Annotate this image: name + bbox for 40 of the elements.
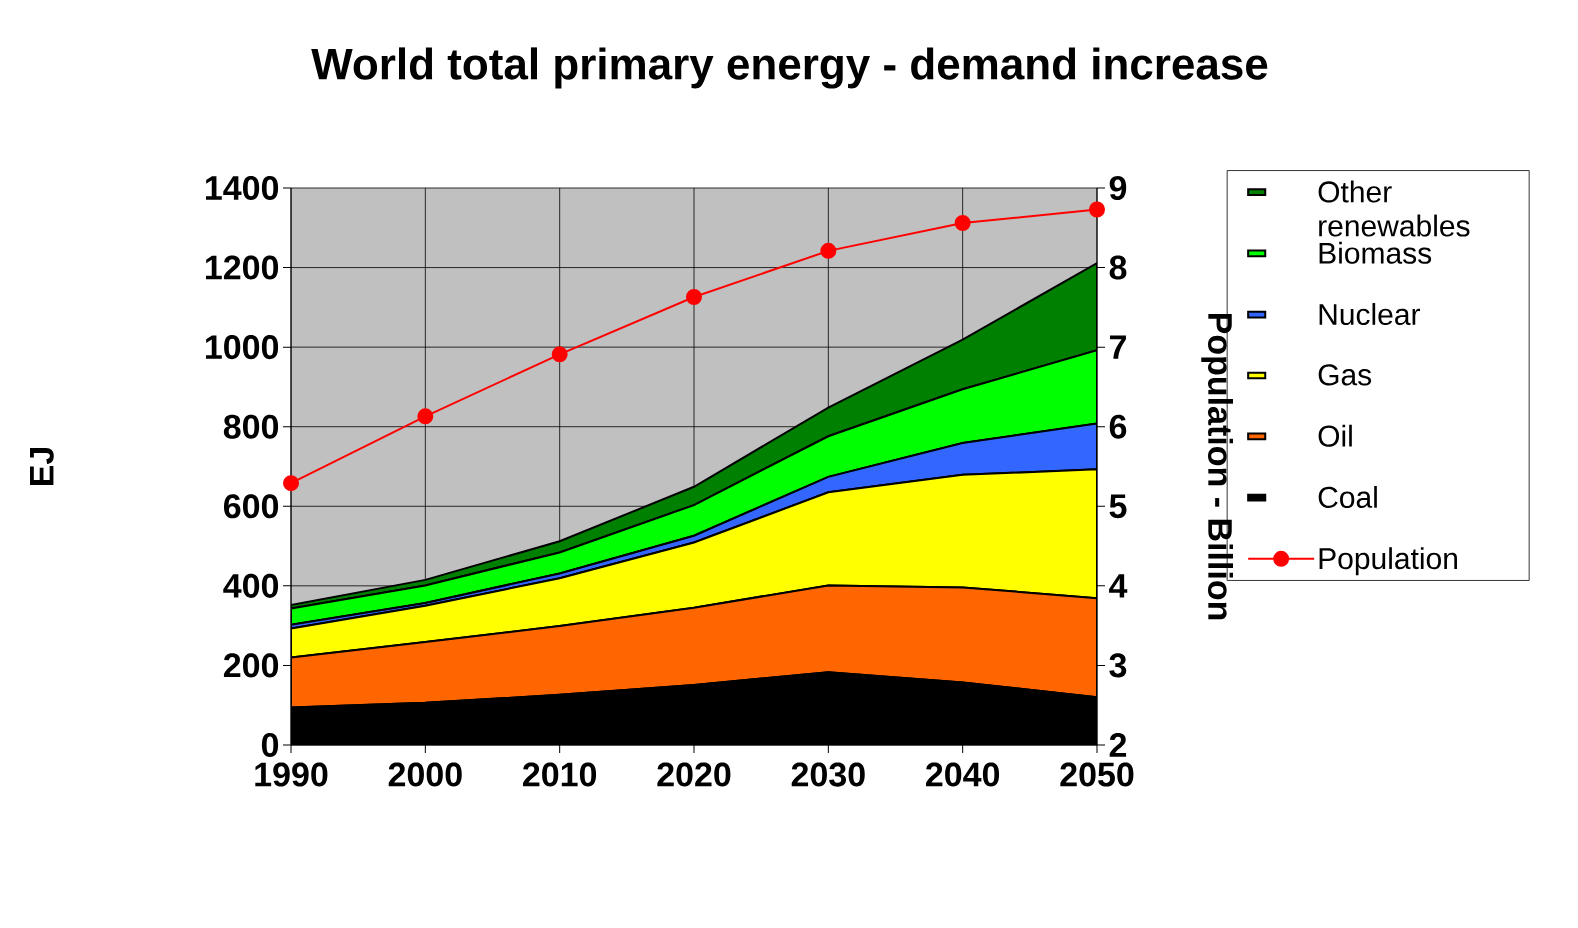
x-tick-label: 1990 bbox=[255, 762, 328, 787]
y2-tick-label: 7 bbox=[1109, 335, 1126, 359]
y2-tick-label: 4 bbox=[1109, 574, 1128, 598]
point bbox=[686, 289, 703, 306]
point bbox=[1089, 201, 1106, 218]
y2-tick-label: 5 bbox=[1109, 494, 1127, 519]
y2-tick-label: 8 bbox=[1109, 255, 1127, 280]
point bbox=[283, 475, 300, 492]
y-tick-label: 0 bbox=[261, 732, 279, 758]
legend-label: Population bbox=[1319, 547, 1457, 576]
legend-label: Other renewables bbox=[1318, 180, 1470, 237]
x-tick-label: 2040 bbox=[926, 762, 1000, 787]
y2-tick-label: 3 bbox=[1109, 653, 1127, 678]
y2-tick-label: 6 bbox=[1109, 414, 1127, 439]
legend-label: Nuclear bbox=[1319, 303, 1421, 326]
y2-axis-title: Population - Billion bbox=[1201, 313, 1233, 620]
x-tick-label: 2010 bbox=[523, 762, 597, 787]
y-tick-label: 1000 bbox=[205, 335, 279, 360]
x-tick-label: 2020 bbox=[657, 762, 731, 787]
legend-label: Gas bbox=[1318, 364, 1372, 386]
y-tick-label: 1400 bbox=[205, 175, 279, 201]
legend-label: Coal bbox=[1318, 485, 1377, 508]
y-tick-label: 1200 bbox=[205, 255, 279, 280]
y-tick-label: 200 bbox=[223, 653, 279, 678]
legend-label: Oil bbox=[1318, 424, 1352, 447]
point bbox=[417, 408, 434, 425]
point bbox=[954, 215, 971, 231]
chart-title: World total primary energy - demand increase bbox=[311, 47, 1268, 89]
legend-label: Biomass bbox=[1319, 241, 1432, 264]
x-tick-label: 2050 bbox=[1060, 762, 1134, 787]
y-axis-title: EJ bbox=[30, 448, 54, 486]
y2-tick-label: 2 bbox=[1109, 733, 1127, 757]
y-tick-label: 600 bbox=[223, 494, 279, 519]
y2-tick-label: 9 bbox=[1109, 175, 1127, 201]
point bbox=[551, 346, 568, 363]
y-tick-label: 400 bbox=[223, 573, 279, 598]
y-tick-label: 800 bbox=[223, 414, 279, 439]
x-tick-label: 2030 bbox=[791, 762, 865, 787]
x-tick-label: 2000 bbox=[388, 762, 462, 787]
point bbox=[820, 242, 837, 259]
